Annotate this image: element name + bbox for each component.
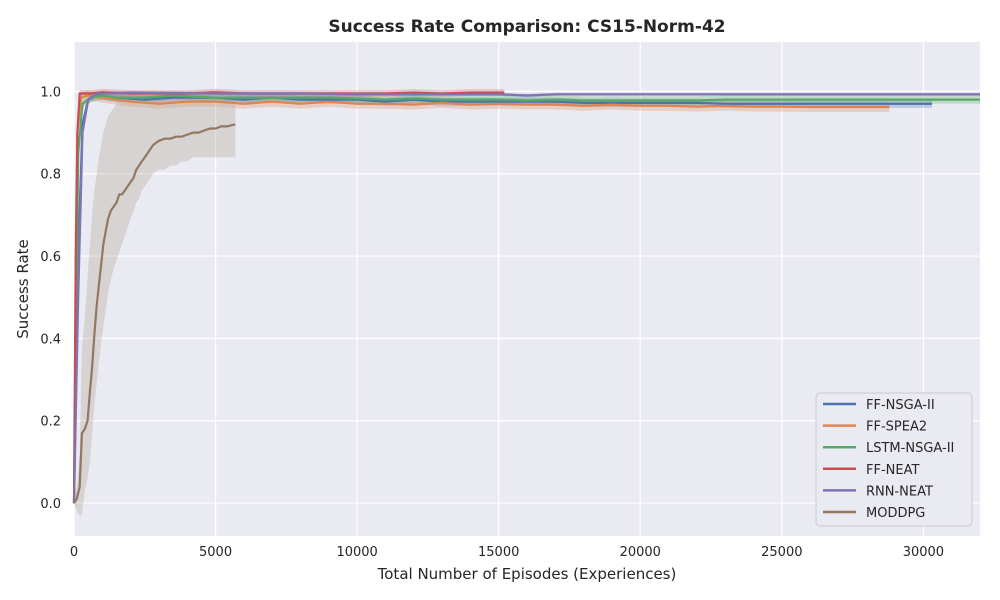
y-tick-label: 0.8 [40, 168, 61, 183]
series-lines [72, 91, 980, 504]
x-tick-label: 20000 [620, 545, 661, 560]
moddpg-band [74, 91, 236, 516]
legend-label-lstm-nsga-ii: LSTM-NSGA-II [866, 441, 954, 456]
y-tick-label: 0.4 [40, 332, 61, 347]
confidence-bands [74, 88, 980, 516]
legend-label-ff-neat: FF-NEAT [866, 463, 919, 478]
moddpg-line [73, 123, 236, 504]
legend-label-ff-nsga-ii: FF-NSGA-II [866, 398, 935, 413]
tick-labels: 0 5000 10000 15000 20000 25000 30000 0.0 0.2 0.4 0… [40, 85, 944, 560]
ff-spea2-line [72, 94, 890, 504]
y-tick-label: 1.0 [40, 85, 61, 100]
chart-title: Success Rate Comparison: CS15-Norm-42 [328, 17, 725, 37]
x-tick-label: 5000 [199, 545, 232, 560]
x-tick-label: 15000 [478, 545, 519, 560]
lstm-nsga-ii-line [72, 94, 980, 504]
x-axis-label: Total Number of Episodes (Experiences) [377, 565, 677, 583]
legend-label-ff-spea2: FF-SPEA2 [866, 420, 927, 435]
x-tick-label: 0 [70, 545, 78, 560]
y-axis-label: Success Rate [14, 239, 32, 339]
x-tick-label: 10000 [336, 545, 377, 560]
rnn-neat-line [72, 91, 980, 504]
y-tick-label: 0.0 [40, 497, 61, 512]
x-tick-label: 30000 [903, 545, 944, 560]
y-tick-label: 0.6 [40, 250, 61, 265]
legend: FF-NSGA-II FF-SPEA2 LSTM-NSGA-II FF-NEAT RNN… [815, 392, 973, 527]
y-tick-label: 0.2 [40, 415, 61, 430]
x-tick-label: 25000 [761, 545, 802, 560]
legend-label-rnn-neat: RNN-NEAT [866, 484, 933, 499]
grid [73, 42, 980, 536]
legend-label-moddpg: MODDPG [866, 506, 925, 521]
